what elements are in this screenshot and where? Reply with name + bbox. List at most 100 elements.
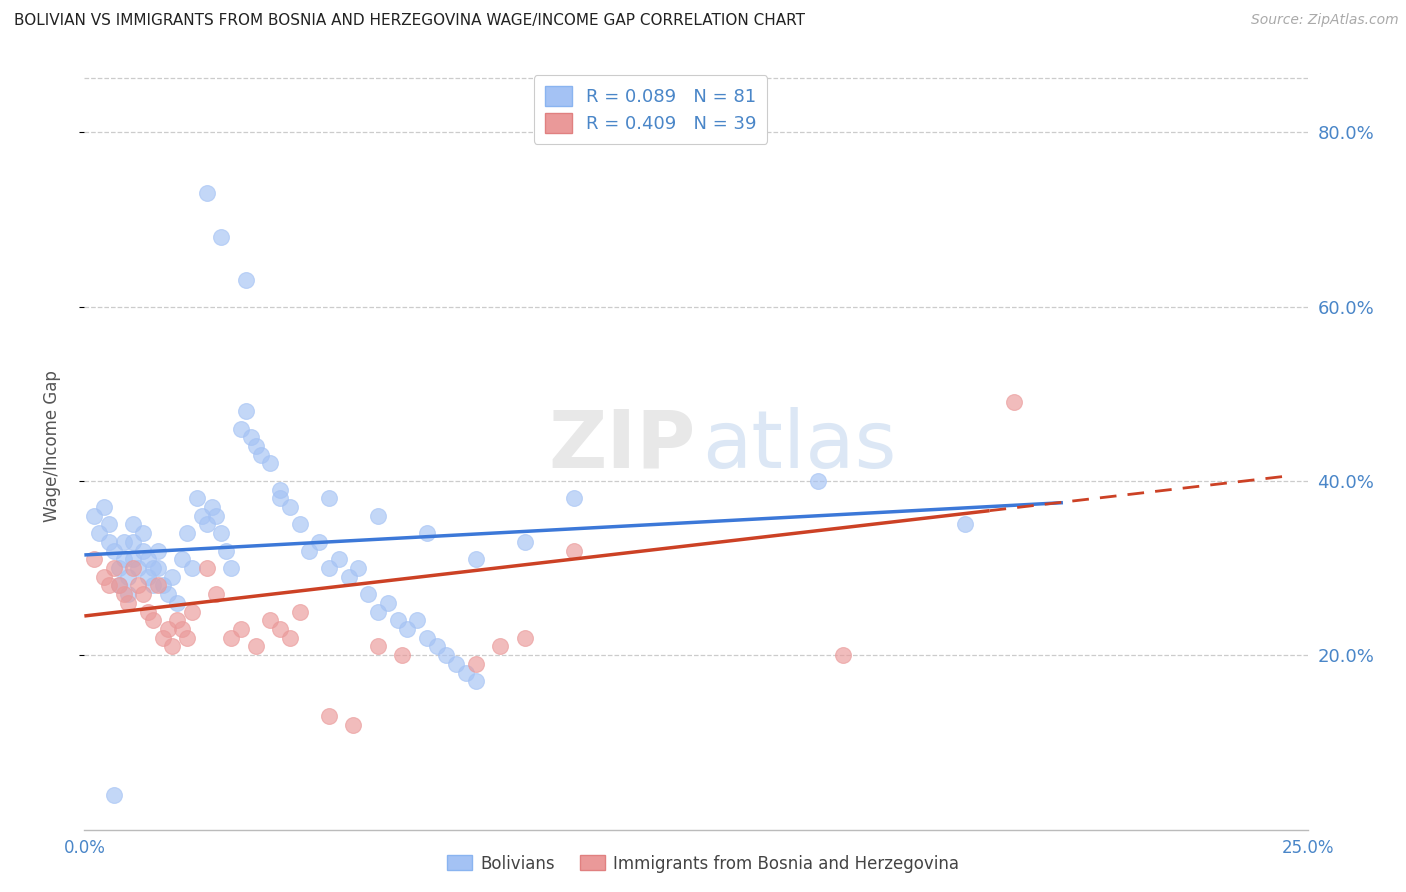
Point (387, 613, 409, 627)
Point (269, 491, 291, 506)
Point (328, 552, 350, 566)
Point (152, 631, 174, 645)
Point (953, 517, 976, 532)
Point (156, 587, 179, 601)
Point (172, 552, 194, 566)
Point (146, 561, 169, 575)
Point (562, 491, 585, 506)
Point (1002, 395, 1025, 409)
Point (200, 500, 222, 514)
Point (513, 631, 536, 645)
Point (562, 543, 585, 558)
Point (122, 561, 145, 575)
Point (219, 631, 242, 645)
Point (117, 596, 139, 610)
Point (162, 570, 184, 584)
Text: Source: ZipAtlas.com: Source: ZipAtlas.com (1251, 13, 1399, 28)
Point (444, 657, 467, 671)
Point (209, 526, 232, 541)
Point (122, 534, 145, 549)
Point (215, 543, 238, 558)
Point (464, 674, 486, 689)
Point (103, 788, 125, 802)
Point (112, 534, 135, 549)
Point (235, 404, 257, 418)
Point (176, 526, 198, 541)
Text: atlas: atlas (702, 407, 897, 485)
Point (807, 474, 830, 488)
Point (136, 552, 159, 566)
Point (146, 578, 169, 592)
Point (142, 613, 165, 627)
Point (142, 561, 165, 575)
Point (406, 613, 429, 627)
Point (83, 508, 105, 523)
Point (245, 439, 267, 453)
Point (195, 517, 218, 532)
Point (83, 552, 105, 566)
Point (278, 631, 301, 645)
Point (103, 561, 125, 575)
Point (337, 570, 360, 584)
Point (288, 605, 311, 619)
Point (107, 561, 129, 575)
Point (209, 229, 232, 244)
Point (191, 508, 214, 523)
Y-axis label: Wage/Income Gap: Wage/Income Gap (42, 370, 60, 522)
Point (93, 570, 115, 584)
Point (489, 640, 512, 654)
Point (87, 526, 110, 541)
Point (454, 665, 477, 680)
Point (367, 508, 389, 523)
Point (318, 491, 340, 506)
Point (239, 430, 262, 444)
Point (513, 534, 536, 549)
Point (367, 605, 389, 619)
Legend: R = 0.089   N = 81, R = 0.409   N = 39: R = 0.089 N = 81, R = 0.409 N = 39 (534, 75, 768, 144)
Point (107, 578, 129, 592)
Point (416, 631, 439, 645)
Point (347, 561, 370, 575)
Point (219, 561, 242, 575)
Point (436, 648, 458, 663)
Point (367, 640, 389, 654)
Point (186, 491, 208, 506)
Point (172, 622, 194, 636)
Point (93, 500, 115, 514)
Point (122, 517, 145, 532)
Point (259, 457, 281, 471)
Point (162, 640, 184, 654)
Text: ZIP: ZIP (548, 407, 696, 485)
Point (245, 640, 267, 654)
Point (259, 613, 281, 627)
Point (205, 587, 228, 601)
Point (146, 543, 169, 558)
Point (97, 517, 120, 532)
Point (166, 613, 188, 627)
Point (342, 718, 364, 732)
Point (181, 561, 204, 575)
Point (112, 552, 135, 566)
Legend: Bolivians, Immigrants from Bosnia and Herzegovina: Bolivians, Immigrants from Bosnia and He… (440, 848, 966, 880)
Point (152, 578, 174, 592)
Point (229, 421, 252, 435)
Point (117, 570, 139, 584)
Point (318, 561, 340, 575)
Point (391, 648, 413, 663)
Point (195, 561, 218, 575)
Point (122, 552, 145, 566)
Point (269, 622, 291, 636)
Point (357, 587, 380, 601)
Point (103, 543, 125, 558)
Point (136, 570, 159, 584)
Point (136, 605, 159, 619)
Point (308, 534, 330, 549)
Point (97, 578, 120, 592)
Point (107, 578, 129, 592)
Point (127, 578, 149, 592)
Point (278, 500, 301, 514)
Point (181, 605, 204, 619)
Point (235, 273, 257, 287)
Point (205, 508, 228, 523)
Point (249, 448, 271, 462)
